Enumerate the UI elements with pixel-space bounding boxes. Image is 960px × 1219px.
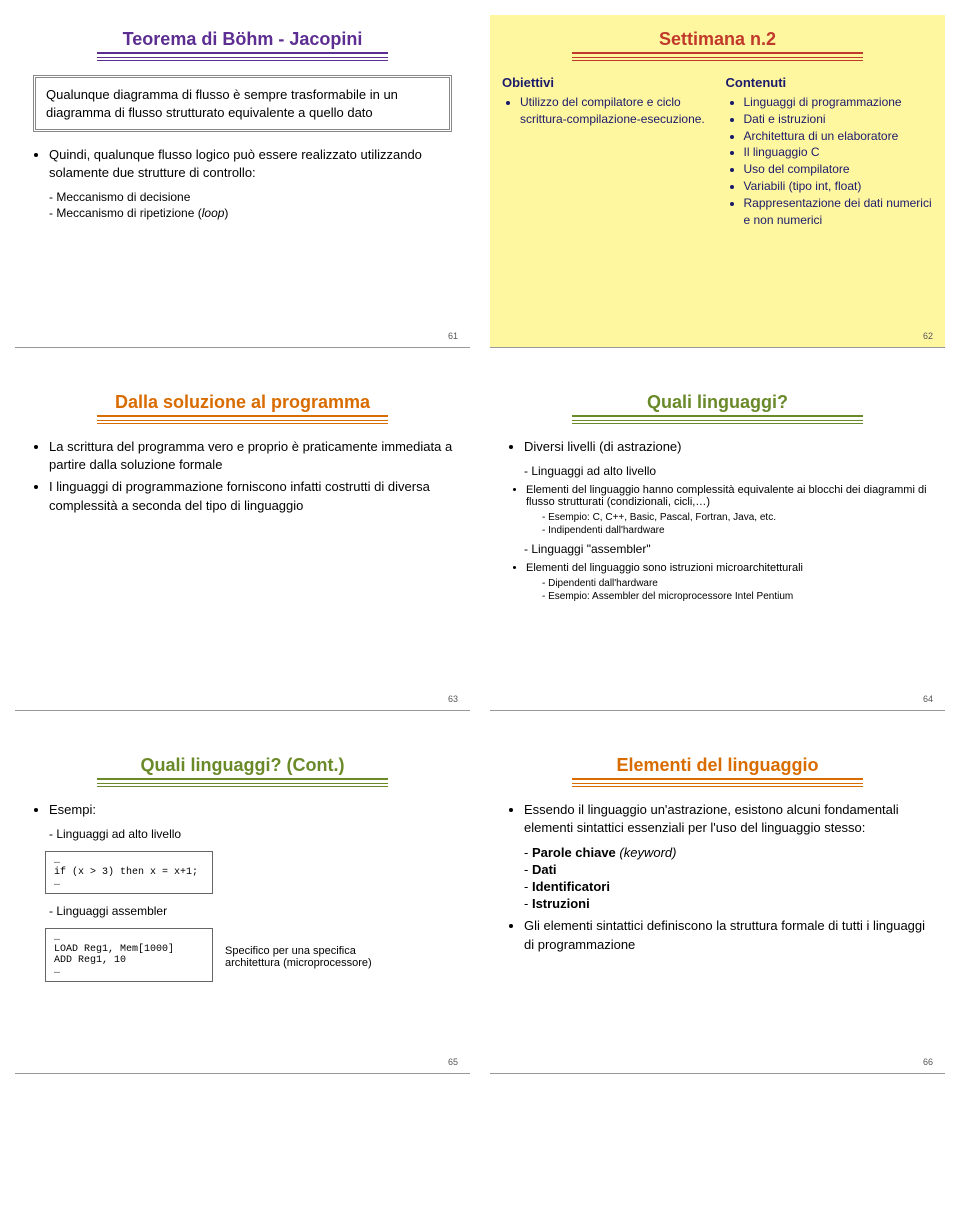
slide-title: Teorema di Böhm - Jacopini <box>27 29 458 50</box>
list-item: Esempio: C, C++, Basic, Pascal, Fortran,… <box>542 512 933 523</box>
theorem-box: Qualunque diagramma di flusso è sempre t… <box>33 75 452 132</box>
sub-text: Elementi del linguaggio sono istruzioni … <box>526 562 933 574</box>
list-item: Uso del compilatore <box>744 161 934 178</box>
contents-column: Contenuti Linguaggi di programmazione Da… <box>726 75 934 236</box>
list-item: Linguaggi di programmazione <box>744 94 934 111</box>
lead-text: Quindi, qualunque flusso logico può esse… <box>49 146 458 182</box>
slide-65: Quali linguaggi? (Cont.) Esempi: Linguag… <box>15 741 470 1074</box>
title-underline <box>97 415 388 424</box>
page-number: 61 <box>448 331 458 341</box>
list-item: Esempio: Assembler del microprocessore I… <box>542 591 933 602</box>
title-underline <box>572 52 863 61</box>
page-number: 66 <box>923 1057 933 1067</box>
col-heading: Obiettivi <box>502 75 710 90</box>
list-item: Dipendenti dall'hardware <box>542 578 933 589</box>
list-item: Il linguaggio C <box>744 144 934 161</box>
code-box-highlevel: … if (x > 3) then x = x+1; … <box>45 851 213 894</box>
page-number: 63 <box>448 694 458 704</box>
lead-text: Esempi: <box>49 801 458 819</box>
group-label: Linguaggi "assembler" <box>524 542 933 556</box>
objectives-column: Obiettivi Utilizzo del compilatore e cic… <box>502 75 710 236</box>
slide-title: Quali linguaggi? <box>502 392 933 413</box>
list-item: Utilizzo del compilatore e ciclo scrittu… <box>520 94 710 128</box>
slide-61: Teorema di Böhm - Jacopini Qualunque dia… <box>15 15 470 348</box>
list-item: Dati <box>524 862 933 877</box>
list-item: La scrittura del programma vero e propri… <box>49 438 458 474</box>
list-item: Meccanismo di ripetizione (loop) <box>49 206 458 220</box>
slide-title: Quali linguaggi? (Cont.) <box>27 755 458 776</box>
list-item: Rappresentazione dei dati numerici e non… <box>744 195 934 229</box>
list-item: Identificatori <box>524 879 933 894</box>
list-item: Istruzioni <box>524 896 933 911</box>
list-item: Dati e istruzioni <box>744 111 934 128</box>
list-item: Parole chiave (keyword) <box>524 845 933 860</box>
group-label: Linguaggi ad alto livello <box>49 827 458 841</box>
lead-text: Diversi livelli (di astrazione) <box>524 438 933 456</box>
lead-text: Essendo il linguaggio un'astrazione, esi… <box>524 801 933 837</box>
page-number: 65 <box>448 1057 458 1067</box>
list-item: Indipendenti dall'hardware <box>542 525 933 536</box>
slide-title: Settimana n.2 <box>502 29 933 50</box>
slide-grid: Teorema di Böhm - Jacopini Qualunque dia… <box>15 15 945 1074</box>
code-box-assembler: … LOAD Reg1, Mem[1000] ADD Reg1, 10 … <box>45 928 213 982</box>
group-label: Linguaggi assembler <box>49 904 458 918</box>
title-underline <box>572 415 863 424</box>
list-item: I linguaggi di programmazione forniscono… <box>49 478 458 514</box>
list-item: Variabili (tipo int, float) <box>744 178 934 195</box>
title-underline <box>97 778 388 787</box>
asm-note: Specifico per una specifica architettura… <box>225 945 405 969</box>
slide-title: Elementi del linguaggio <box>502 755 933 776</box>
col-heading: Contenuti <box>726 75 934 90</box>
page-number: 62 <box>923 331 933 341</box>
list-item: Architettura di un elaboratore <box>744 128 934 145</box>
list-item: Meccanismo di decisione <box>49 190 458 204</box>
slide-64: Quali linguaggi? Diversi livelli (di ast… <box>490 378 945 711</box>
slide-66: Elementi del linguaggio Essendo il lingu… <box>490 741 945 1074</box>
slide-63: Dalla soluzione al programma La scrittur… <box>15 378 470 711</box>
page-number: 64 <box>923 694 933 704</box>
slide-title: Dalla soluzione al programma <box>27 392 458 413</box>
group-label: Linguaggi ad alto livello <box>524 464 933 478</box>
title-underline <box>572 778 863 787</box>
sub-text: Elementi del linguaggio hanno complessit… <box>526 484 933 508</box>
slide-62: Settimana n.2 Obiettivi Utilizzo del com… <box>490 15 945 348</box>
tail-text: Gli elementi sintattici definiscono la s… <box>524 917 933 953</box>
title-underline <box>97 52 388 61</box>
